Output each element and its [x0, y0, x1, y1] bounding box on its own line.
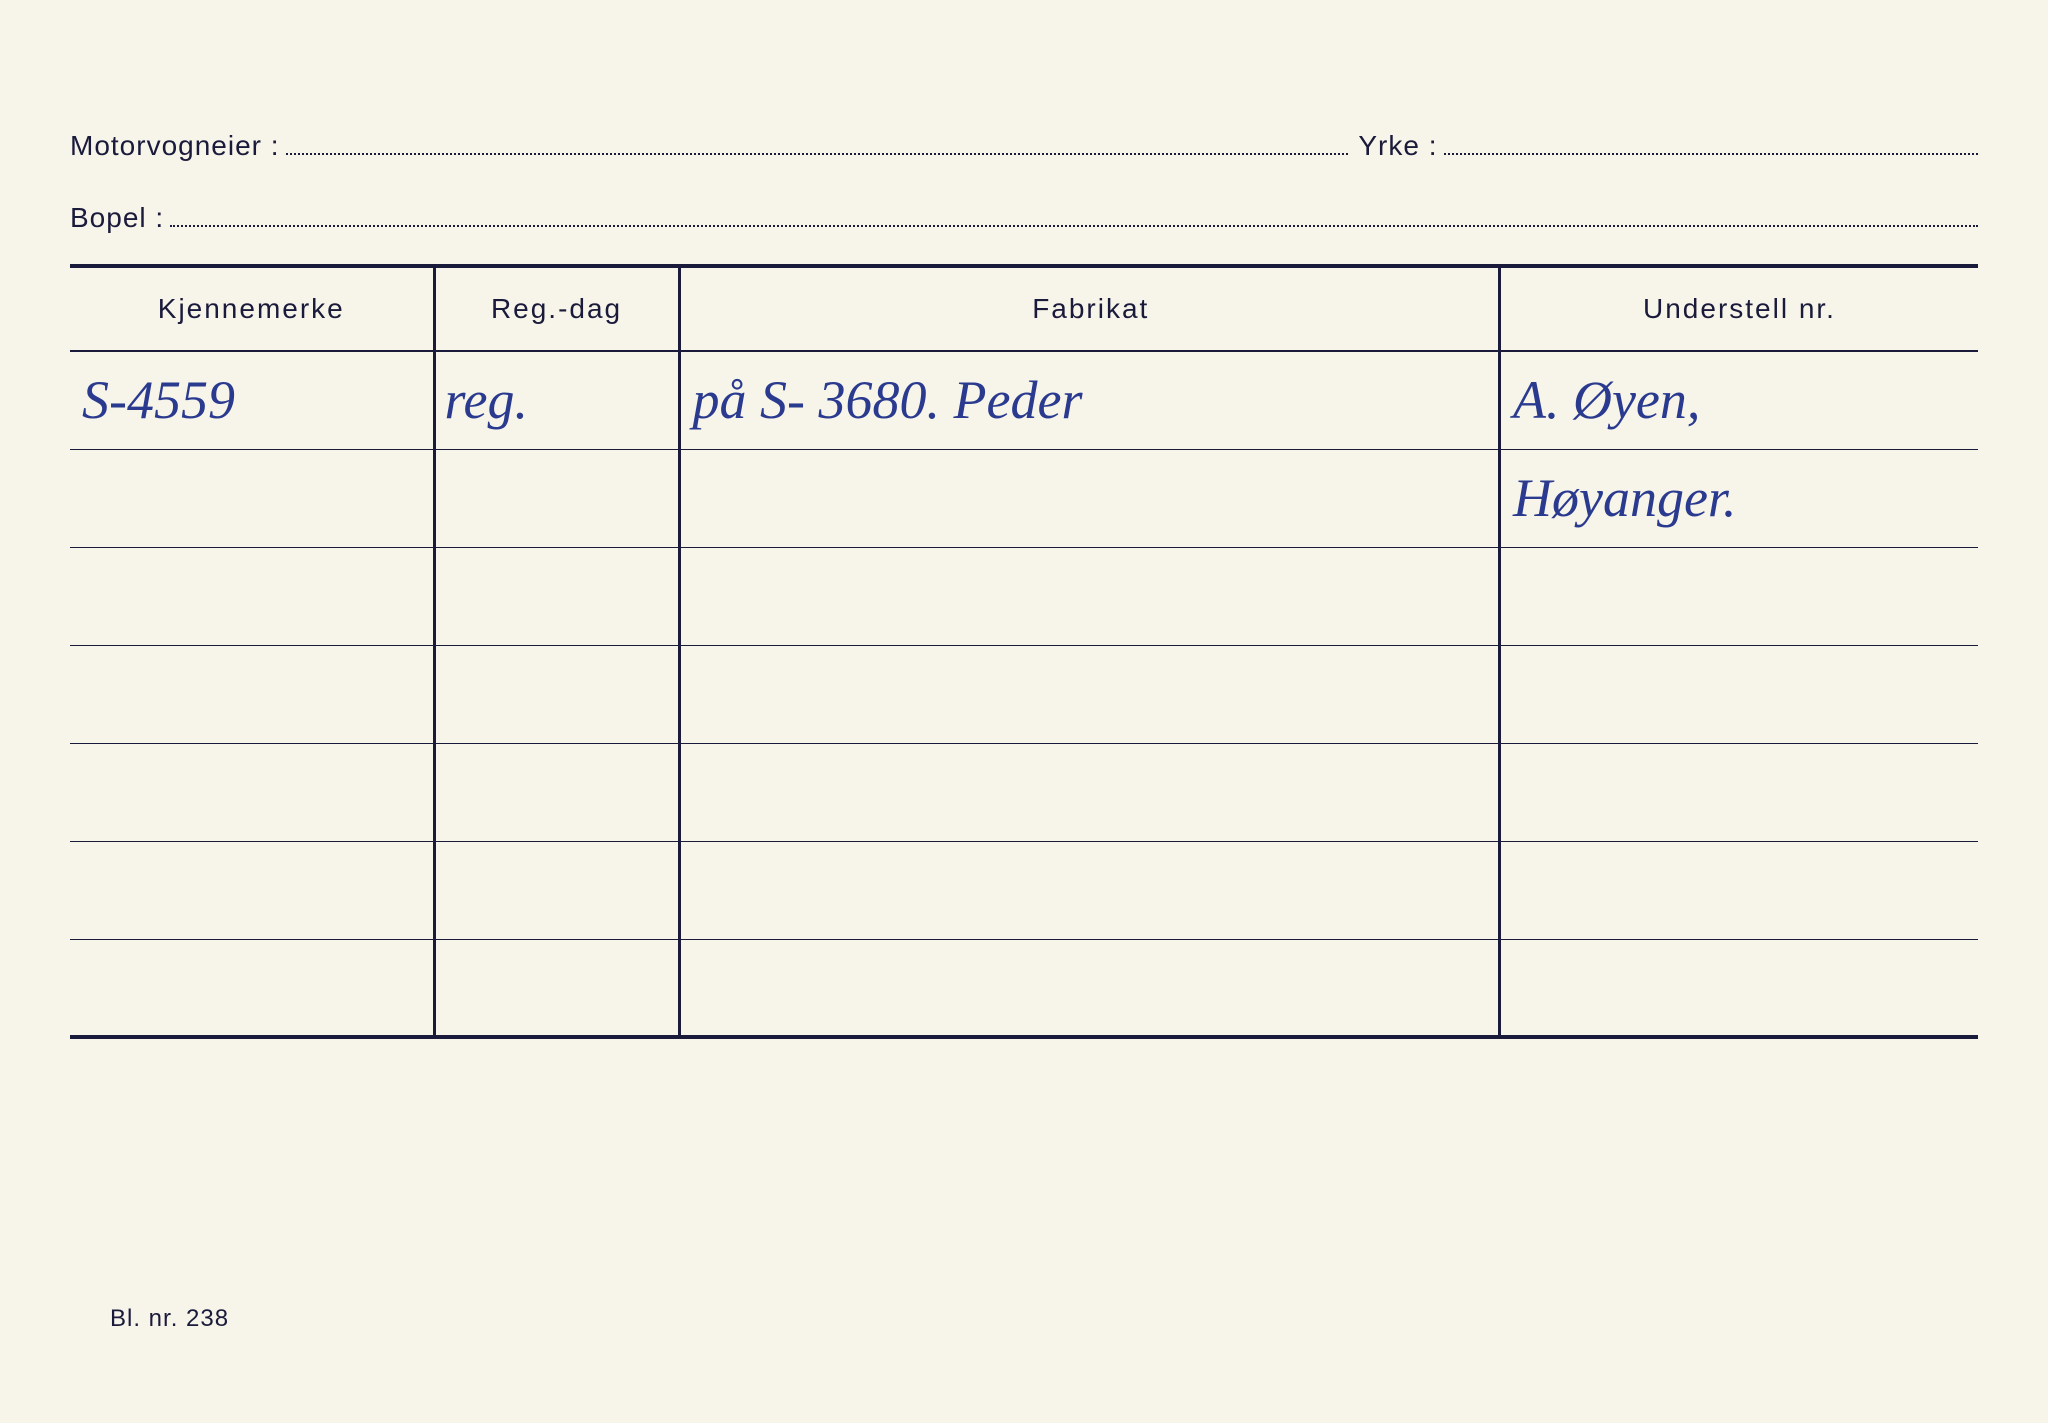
cell-regdag [433, 841, 681, 939]
cell-regdag: reg. [433, 351, 681, 449]
col-header-understell: Understell nr. [1501, 266, 1978, 351]
table-row [70, 841, 1978, 939]
cell-kjennemerke [70, 645, 433, 743]
vehicle-table: Kjennemerke Reg.-dag Fabrikat Understell… [70, 264, 1978, 1039]
cell-understell: A. Øyen, [1501, 351, 1978, 449]
table-row [70, 939, 1978, 1037]
cell-fabrikat [681, 743, 1501, 841]
table-row [70, 645, 1978, 743]
col-header-kjennemerke: Kjennemerke [70, 266, 433, 351]
cell-fabrikat: på S- 3680. Peder [681, 351, 1501, 449]
cell-understell [1501, 743, 1978, 841]
cell-understell [1501, 645, 1978, 743]
cell-regdag [433, 939, 681, 1037]
table-header-row: Kjennemerke Reg.-dag Fabrikat Understell… [70, 266, 1978, 351]
profession-label: Yrke : [1358, 130, 1443, 162]
cell-kjennemerke [70, 449, 433, 547]
registration-card: Motorvogneier : Yrke : Bopel : Kjennemer… [40, 30, 2008, 1393]
header-fields: Motorvogneier : Yrke : Bopel : [40, 30, 2008, 264]
cell-regdag [433, 449, 681, 547]
vehicle-table-wrap: Kjennemerke Reg.-dag Fabrikat Understell… [40, 264, 2008, 1039]
cell-regdag [433, 645, 681, 743]
owner-label: Motorvogneier : [70, 130, 286, 162]
owner-dotted-line [286, 153, 1349, 155]
residence-label: Bopel : [70, 202, 170, 234]
cell-fabrikat [681, 939, 1501, 1037]
col-header-regdag: Reg.-dag [433, 266, 681, 351]
cell-understell [1501, 547, 1978, 645]
cell-kjennemerke [70, 547, 433, 645]
table-row: S-4559 reg. på S- 3680. Peder A. Øyen, [70, 351, 1978, 449]
owner-field: Motorvogneier : [70, 130, 1348, 162]
cell-kjennemerke [70, 939, 433, 1037]
profession-field: Yrke : [1358, 130, 1978, 162]
col-header-fabrikat: Fabrikat [681, 266, 1501, 351]
cell-understell [1501, 841, 1978, 939]
cell-regdag [433, 743, 681, 841]
cell-kjennemerke: S-4559 [70, 351, 433, 449]
cell-fabrikat [681, 645, 1501, 743]
form-number: Bl. nr. 238 [110, 1305, 229, 1333]
residence-dotted-line [170, 225, 1978, 227]
table-row: Høyanger. [70, 449, 1978, 547]
table-row [70, 547, 1978, 645]
cell-understell: Høyanger. [1501, 449, 1978, 547]
cell-understell [1501, 939, 1978, 1037]
cell-fabrikat [681, 449, 1501, 547]
cell-kjennemerke [70, 743, 433, 841]
cell-fabrikat [681, 841, 1501, 939]
cell-kjennemerke [70, 841, 433, 939]
cell-fabrikat [681, 547, 1501, 645]
table-row [70, 743, 1978, 841]
cell-regdag [433, 547, 681, 645]
profession-dotted-line [1444, 153, 1979, 155]
residence-field: Bopel : [70, 202, 1978, 234]
top-field-row: Motorvogneier : Yrke : [70, 130, 1978, 162]
